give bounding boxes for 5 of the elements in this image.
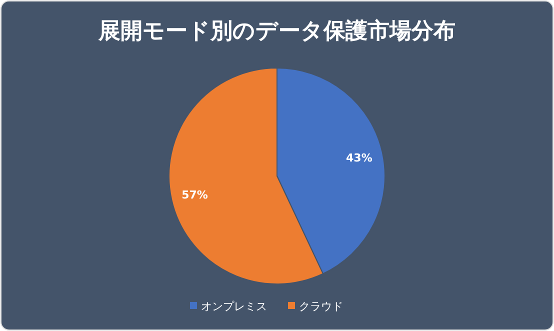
- data-label: 57%: [182, 188, 208, 202]
- data-label: 43%: [346, 152, 372, 165]
- chart-title: 展開モード別のデータ保護市場分布: [98, 18, 456, 44]
- legend-label: オンプレミス: [201, 300, 267, 313]
- legend-label: クラウド: [299, 300, 343, 313]
